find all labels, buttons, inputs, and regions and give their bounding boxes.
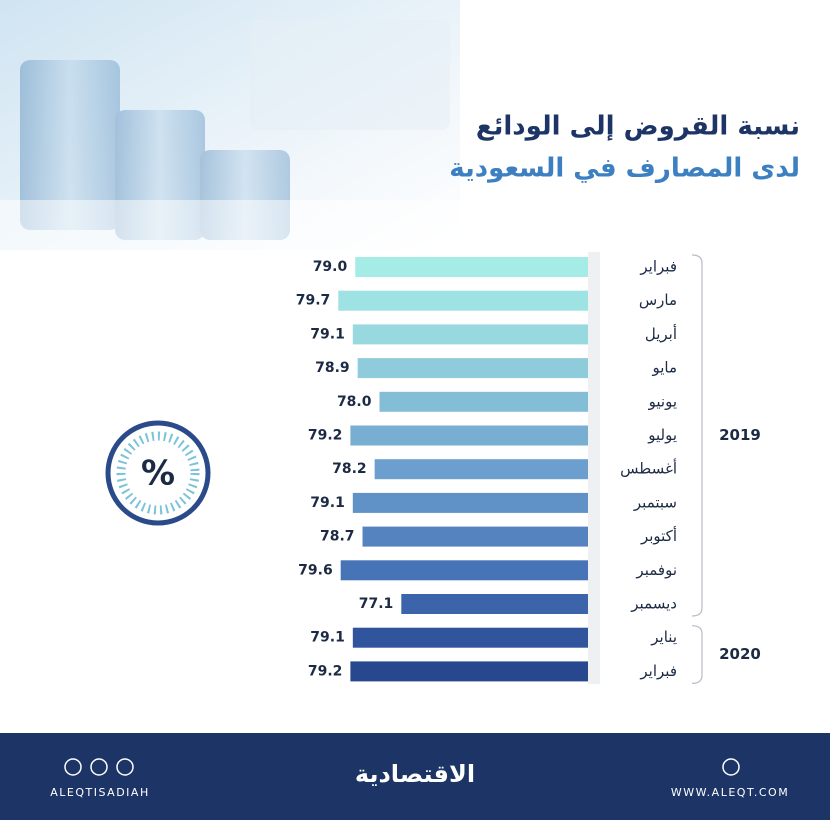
value-label: 79.2 xyxy=(308,663,343,679)
bar xyxy=(374,459,588,480)
percent-icon: % xyxy=(105,420,211,526)
footer-handle: ALEQTISADIAH xyxy=(50,786,149,799)
value-label: 79.1 xyxy=(310,495,345,511)
year-bracket xyxy=(691,625,703,684)
value-label: 79.7 xyxy=(296,293,331,309)
category-label: مارس xyxy=(639,291,677,309)
category-label: أبريل xyxy=(645,324,677,343)
percent-symbol: % xyxy=(141,454,175,494)
category-label: ديسمبر xyxy=(630,595,677,613)
chart-title: نسبة القروض إلى الودائع xyxy=(476,112,800,142)
category-label: أغسطس xyxy=(620,459,677,478)
year-label: 2020 xyxy=(719,645,761,663)
bar xyxy=(352,492,588,513)
year-label: 2019 xyxy=(719,426,761,444)
category-label: يونيو xyxy=(648,392,677,410)
value-label: 78.0 xyxy=(337,394,372,410)
category-label: يناير xyxy=(650,628,677,646)
bar xyxy=(357,358,588,379)
category-label: مايو xyxy=(651,359,677,377)
category-label: نوفمبر xyxy=(635,561,677,579)
bar xyxy=(352,324,588,345)
footer-website: WWW.ALEQT.COM xyxy=(671,786,789,799)
category-label: فبراير xyxy=(639,258,677,276)
year-bracket xyxy=(691,254,703,617)
bar xyxy=(362,526,588,547)
axis-shadow xyxy=(588,252,600,684)
bar xyxy=(401,594,588,614)
category-label: فبراير xyxy=(639,662,677,680)
bar xyxy=(350,661,588,682)
value-label: 77.1 xyxy=(359,596,394,612)
footer-band xyxy=(0,733,830,820)
category-label: يوليو xyxy=(647,426,677,444)
value-label: 79.1 xyxy=(310,630,345,646)
fade xyxy=(0,200,830,260)
footer-brand: الاقتصادية xyxy=(355,760,475,788)
value-label: 78.9 xyxy=(315,360,350,376)
bar xyxy=(338,290,588,311)
value-label: 79.6 xyxy=(298,562,333,578)
bar xyxy=(355,257,588,277)
value-label: 78.7 xyxy=(320,529,355,545)
category-label: سبتمبر xyxy=(633,493,677,511)
value-label: 79.0 xyxy=(313,259,348,275)
value-label: 79.2 xyxy=(308,428,343,444)
bar xyxy=(350,425,588,446)
bar xyxy=(379,391,588,412)
category-label: أكتوبر xyxy=(640,526,677,545)
chart-subtitle: لدى المصارف في السعودية xyxy=(449,154,800,184)
bar xyxy=(352,627,588,648)
value-label: 78.2 xyxy=(332,461,367,477)
social-icons xyxy=(64,758,740,776)
bar xyxy=(340,560,588,581)
value-label: 79.1 xyxy=(310,326,345,342)
